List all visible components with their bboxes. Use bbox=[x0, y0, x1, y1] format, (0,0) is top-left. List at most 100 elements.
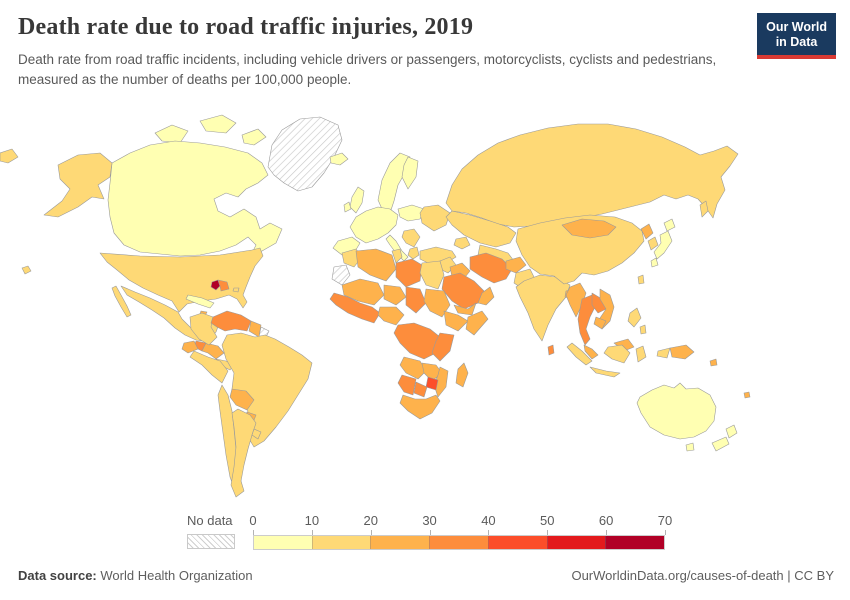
country-niger[interactable] bbox=[383, 284, 407, 306]
legend-bin-50-60[interactable] bbox=[546, 536, 606, 549]
country-hawaii[interactable] bbox=[21, 265, 32, 275]
country-finland[interactable] bbox=[401, 156, 419, 190]
legend-bin-0-10[interactable] bbox=[254, 536, 312, 549]
country-japan-hokkaido[interactable] bbox=[663, 218, 676, 232]
country-canada-arctic-1[interactable] bbox=[154, 124, 189, 144]
country-indonesia-java[interactable] bbox=[589, 366, 621, 378]
country-afghanistan[interactable] bbox=[505, 256, 527, 274]
country-bolivia[interactable] bbox=[229, 388, 255, 411]
country-western-sahara[interactable] bbox=[331, 264, 351, 286]
country-india[interactable] bbox=[515, 274, 571, 342]
country-canada-arctic-2[interactable] bbox=[199, 114, 237, 134]
country-new-zealand-north[interactable] bbox=[725, 424, 738, 439]
legend-no-data[interactable]: No data bbox=[187, 513, 235, 549]
data-source-value: World Health Organization bbox=[100, 568, 253, 583]
country-argentina[interactable] bbox=[230, 408, 257, 498]
country-indonesia-kalimantan[interactable] bbox=[603, 344, 631, 364]
country-malaysia-peninsula[interactable] bbox=[583, 344, 599, 360]
country-uruguay[interactable] bbox=[251, 428, 262, 440]
country-australia[interactable] bbox=[636, 382, 717, 440]
country-new-zealand-south[interactable] bbox=[711, 436, 730, 452]
country-madagascar[interactable] bbox=[455, 362, 469, 388]
country-indonesia-sumatra[interactable] bbox=[566, 342, 593, 366]
legend-bin-60-70[interactable] bbox=[605, 536, 665, 549]
country-east-europe[interactable] bbox=[419, 204, 451, 232]
country-alaska[interactable] bbox=[43, 152, 113, 218]
owid-logo[interactable]: Our World in Data bbox=[757, 13, 836, 59]
country-north-korea[interactable] bbox=[640, 223, 654, 240]
country-russia-east-sliver[interactable] bbox=[0, 148, 19, 164]
country-somalia[interactable] bbox=[465, 310, 489, 336]
country-myanmar[interactable] bbox=[565, 282, 587, 318]
country-egypt[interactable] bbox=[419, 260, 445, 290]
country-cuba[interactable] bbox=[185, 294, 215, 309]
country-kazakhstan[interactable] bbox=[445, 210, 517, 248]
country-sudan[interactable] bbox=[423, 288, 451, 318]
legend-no-data-swatch[interactable] bbox=[187, 534, 235, 549]
country-venezuela[interactable] bbox=[210, 310, 252, 332]
country-south-africa[interactable] bbox=[399, 394, 441, 420]
country-philippines-mindanao[interactable] bbox=[639, 324, 647, 335]
owid-link[interactable]: OurWorldinData.org/causes-of-death bbox=[571, 568, 784, 583]
country-algeria[interactable] bbox=[355, 248, 397, 282]
country-japan-honshu[interactable] bbox=[653, 230, 673, 260]
country-canada-arctic-3[interactable] bbox=[241, 128, 267, 146]
country-usa[interactable] bbox=[99, 247, 264, 313]
country-iran[interactable] bbox=[469, 252, 513, 284]
country-drc-central[interactable] bbox=[393, 322, 441, 360]
country-central-europe[interactable] bbox=[397, 204, 425, 222]
country-russia-sakhalin[interactable] bbox=[699, 200, 709, 218]
country-zimbabwe[interactable] bbox=[425, 376, 439, 391]
country-greece[interactable] bbox=[407, 246, 420, 260]
country-haiti[interactable] bbox=[210, 279, 221, 291]
country-west-europe[interactable] bbox=[349, 206, 399, 244]
country-philippines-luzon[interactable] bbox=[627, 307, 642, 328]
country-ireland[interactable] bbox=[343, 201, 352, 213]
legend-bin-40-50[interactable] bbox=[487, 536, 547, 549]
country-canada[interactable] bbox=[107, 140, 283, 258]
country-balkans[interactable] bbox=[401, 228, 421, 248]
country-indonesia-papua[interactable] bbox=[656, 347, 671, 359]
country-fiji[interactable] bbox=[743, 391, 751, 399]
country-dominican-republic[interactable] bbox=[217, 279, 230, 292]
country-peru[interactable] bbox=[189, 350, 229, 384]
country-kenya-tanzania[interactable] bbox=[431, 332, 455, 362]
country-oman[interactable] bbox=[477, 286, 495, 306]
country-colombia[interactable] bbox=[189, 312, 218, 346]
country-iceland[interactable] bbox=[329, 152, 349, 166]
legend-bin-30-40[interactable] bbox=[429, 536, 488, 549]
country-ethiopia[interactable] bbox=[443, 310, 469, 332]
country-russia[interactable] bbox=[445, 123, 739, 228]
country-nigeria[interactable] bbox=[377, 306, 405, 326]
country-papua-new-guinea[interactable] bbox=[669, 344, 695, 360]
country-china[interactable] bbox=[515, 214, 645, 285]
country-puerto-rico[interactable] bbox=[232, 287, 240, 293]
country-mauritania-mali[interactable] bbox=[341, 278, 385, 306]
country-uk[interactable] bbox=[349, 186, 365, 214]
country-chad[interactable] bbox=[405, 286, 427, 314]
country-tunisia[interactable] bbox=[391, 248, 403, 264]
country-sri-lanka[interactable] bbox=[547, 344, 555, 356]
legend-bin-20-30[interactable] bbox=[370, 536, 430, 549]
legend-bin-10-20[interactable] bbox=[311, 536, 371, 549]
country-greenland[interactable] bbox=[267, 116, 343, 192]
country-indonesia-sulawesi[interactable] bbox=[635, 345, 647, 363]
country-angola[interactable] bbox=[399, 356, 427, 380]
country-tasmania[interactable] bbox=[685, 442, 695, 452]
country-yemen[interactable] bbox=[453, 302, 477, 316]
country-botswana[interactable] bbox=[413, 381, 428, 398]
country-mongolia[interactable] bbox=[561, 218, 617, 239]
country-baja[interactable] bbox=[111, 285, 132, 318]
country-namibia[interactable] bbox=[397, 374, 417, 396]
country-caucasus[interactable] bbox=[453, 236, 471, 250]
country-japan-kyushu[interactable] bbox=[650, 257, 659, 268]
country-south-korea[interactable] bbox=[647, 236, 659, 251]
country-taiwan[interactable] bbox=[637, 274, 645, 285]
country-cambodia[interactable] bbox=[593, 316, 607, 330]
country-west-africa[interactable] bbox=[329, 292, 381, 324]
map-legend: No data 0 10 20 30 40 50 60 70 bbox=[0, 513, 850, 553]
country-mozambique[interactable] bbox=[433, 366, 449, 398]
country-libya[interactable] bbox=[395, 258, 423, 288]
country-solomon-islands[interactable] bbox=[709, 358, 718, 367]
country-ecuador[interactable] bbox=[181, 340, 199, 354]
